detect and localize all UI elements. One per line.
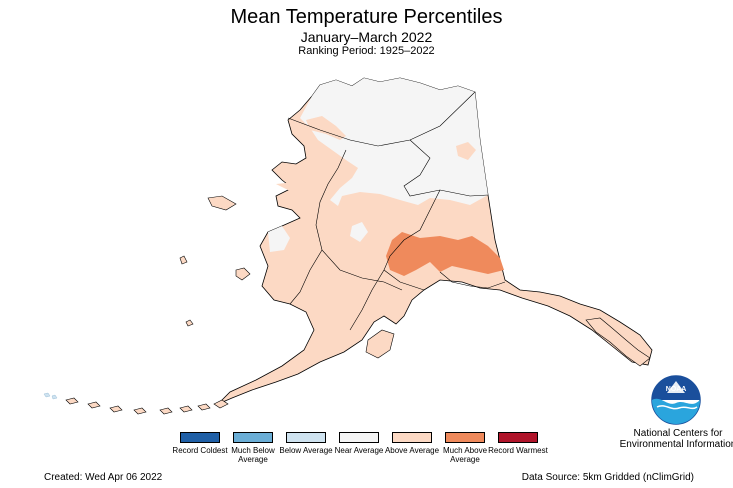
data-source: Data Source: 5km Gridded (nClimGrid) — [521, 472, 694, 483]
legend-swatch — [445, 432, 485, 443]
legend-item-much-above-average: Much Above Average — [435, 432, 495, 464]
legend-swatch — [498, 432, 538, 443]
division-boundaries — [287, 91, 506, 331]
legend-label: Record Warmest — [488, 446, 548, 455]
near-average-region-north — [300, 78, 488, 206]
legend-label: Much Above Average — [442, 446, 488, 464]
map-title: Mean Temperature Percentiles — [230, 6, 503, 28]
legend-swatch — [392, 432, 432, 443]
legend-item-record-warmest: Record Warmest — [488, 432, 548, 455]
legend-item-above-average: Above Average — [382, 432, 442, 455]
aleutian-islands — [65, 397, 229, 415]
legend-label: Record Coldest — [172, 446, 228, 455]
legend-label: Much Below Average — [231, 446, 275, 464]
kodiak-island — [365, 329, 395, 359]
legend-swatch — [286, 432, 326, 443]
legend-label: Below Average — [279, 446, 333, 455]
alaska-map — [43, 77, 653, 415]
legend-label: Above Average — [384, 446, 440, 455]
legend-item-record-coldest: Record Coldest — [170, 432, 230, 455]
western-aleutian-islets — [43, 392, 58, 400]
noaa-logo-icon: NOAA — [651, 375, 701, 425]
legend-label: Near Average — [334, 446, 384, 455]
pribilof-island — [185, 319, 194, 327]
above-average-patch-northeast — [456, 142, 476, 160]
legend-swatch — [180, 432, 220, 443]
panhandle-islands — [585, 317, 651, 367]
agency-name: National Centers for Environmental Infor… — [619, 428, 733, 450]
near-average-region-west — [268, 226, 290, 252]
legend: Record Coldest Much Below Average Below … — [170, 432, 548, 478]
ranking-period: Ranking Period: 1925–2022 — [298, 45, 435, 57]
much-above-average-region — [386, 232, 504, 276]
legend-item-near-average: Near Average — [329, 432, 389, 455]
created-date: Created: Wed Apr 06 2022 — [44, 472, 163, 483]
legend-swatch — [339, 432, 379, 443]
legend-item-below-average: Below Average — [276, 432, 336, 455]
above-average-patch-northwest — [306, 116, 346, 140]
legend-swatch — [233, 432, 273, 443]
st-matthew-island — [179, 255, 188, 265]
st-lawrence-island — [207, 195, 237, 211]
map-subtitle: January–March 2022 — [300, 29, 433, 45]
above-average-patch-west — [276, 182, 318, 194]
legend-item-much-below-average: Much Below Average — [223, 432, 283, 464]
noaa-logo-text: NOAA — [666, 386, 687, 393]
near-average-region-central — [350, 222, 368, 242]
nunivak-island — [235, 267, 251, 281]
